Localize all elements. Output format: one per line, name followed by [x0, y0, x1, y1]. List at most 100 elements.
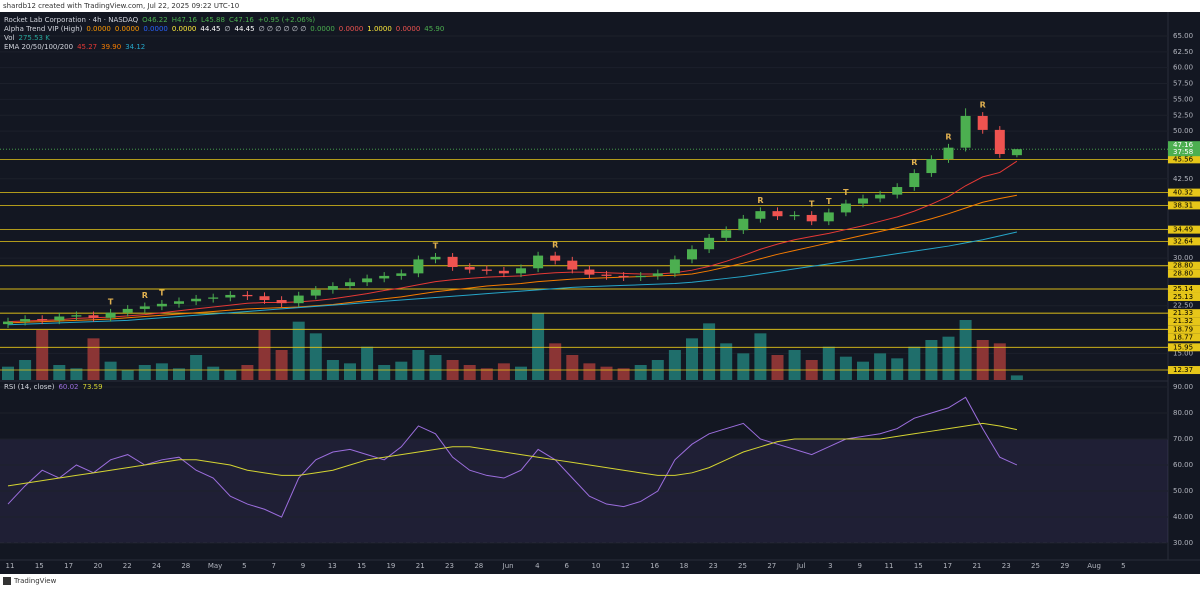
volume-bar: [549, 343, 562, 380]
candle-body: [156, 303, 167, 307]
legend-text: 44.45: [235, 25, 255, 33]
x-tick-label: 20: [93, 562, 102, 570]
x-tick-label: 29: [1060, 562, 1069, 570]
candle-body: [858, 198, 868, 204]
y-tick-label: 30.00: [1173, 254, 1193, 262]
x-tick-label: May: [208, 562, 222, 570]
legend-text: 34.12: [125, 43, 145, 51]
candle-body: [447, 256, 458, 268]
volume-bar: [959, 320, 972, 380]
candle-body: [481, 269, 492, 271]
candle-body: [687, 249, 697, 260]
x-tick-label: 10: [592, 562, 601, 570]
candle-body: [498, 270, 509, 274]
x-tick-label: 7: [271, 562, 275, 570]
volume-bar: [155, 363, 168, 380]
level-label-box: [1168, 237, 1200, 246]
chart-background: [0, 12, 1200, 574]
signal-label: R: [552, 240, 558, 249]
candle-body: [584, 269, 595, 275]
volume-bar: [942, 336, 955, 380]
volume-bar: [87, 338, 100, 380]
volume-bar: [36, 330, 49, 380]
volume-bar: [480, 368, 493, 380]
x-tick-label: 28: [181, 562, 190, 570]
level-label-box: [1168, 343, 1200, 352]
candle-body: [601, 274, 612, 276]
signal-label: R: [945, 132, 951, 141]
volume-bar: [925, 340, 938, 380]
countdown: 37:58: [1173, 148, 1193, 156]
volume-bar: [686, 338, 698, 380]
legend-text: 0.0000: [172, 25, 197, 33]
x-tick-label: 25: [1031, 562, 1040, 570]
candle-body: [806, 214, 817, 222]
legend-text: 1.0000: [367, 25, 392, 33]
x-tick-label: 23: [445, 562, 454, 570]
level-label-box: [1168, 201, 1200, 210]
x-tick-label: 6: [564, 562, 569, 570]
volume-bar: [2, 366, 14, 380]
candle-body: [823, 212, 834, 222]
candle-body: [310, 289, 321, 296]
signal-label: T: [809, 200, 815, 209]
candle-body: [960, 115, 971, 148]
volume-bar: [1010, 375, 1023, 380]
level-label-box: [1168, 269, 1200, 278]
legend-text: RSI (14, close): [4, 383, 55, 391]
volume-bar: [224, 370, 237, 380]
volume-bar: [822, 346, 835, 380]
y-tick-label: 60.00: [1173, 64, 1193, 72]
candle-body: [191, 298, 202, 302]
signal-label: T: [159, 289, 165, 298]
volume-bar: [839, 356, 852, 380]
signal-label: R: [911, 158, 917, 167]
rsi-tick-label: 40.00: [1173, 513, 1193, 521]
candle-body: [789, 214, 800, 217]
candle-body: [430, 256, 441, 260]
x-tick-label: 22: [123, 562, 132, 570]
volume-bar: [703, 323, 716, 380]
level-label-box: [1168, 325, 1200, 334]
x-tick-label: 3: [828, 562, 832, 570]
rsi-tick-label: 50.00: [1173, 487, 1193, 495]
legend-text: C47.16: [229, 16, 254, 24]
candle-body: [54, 316, 65, 321]
level-label-box: [1168, 309, 1200, 318]
candle-body: [464, 267, 475, 270]
x-tick-label: 23: [709, 562, 718, 570]
legend-text: 0.0000: [86, 25, 111, 33]
level-label-box: [1168, 188, 1200, 197]
volume-bar: [908, 346, 921, 380]
volume-bar: [891, 358, 904, 380]
x-tick-label: 28: [474, 562, 483, 570]
candle-body: [994, 129, 1005, 155]
ema-line: [7, 231, 1018, 326]
volume-bar: [190, 355, 203, 380]
candle-body: [293, 295, 304, 304]
level-label: 32.64: [1173, 237, 1194, 245]
legend-text: EMA 20/50/100/200: [4, 43, 73, 51]
x-tick-label: 25: [738, 562, 747, 570]
ema-line: [7, 160, 1018, 323]
x-tick-label: 5: [1121, 562, 1125, 570]
x-tick-label: 11: [885, 562, 894, 570]
candle-body: [550, 255, 561, 261]
legend-text: 0.0000: [115, 25, 140, 33]
candle-body: [122, 308, 133, 313]
candle-body: [635, 275, 646, 278]
volume-bar: [53, 365, 66, 380]
rsi-tick-label: 90.00: [1173, 383, 1193, 391]
volume-bar: [583, 363, 596, 380]
candle-body: [977, 115, 988, 130]
volume-bar: [463, 365, 476, 380]
candle-body: [259, 296, 270, 301]
candle-body: [892, 187, 903, 195]
candle-body: [379, 275, 390, 279]
legend-text: 39.90: [101, 43, 121, 51]
volume-bar: [292, 321, 305, 380]
volume-bar: [138, 365, 151, 380]
x-tick-label: 11: [6, 562, 15, 570]
ema-line: [7, 194, 1017, 324]
